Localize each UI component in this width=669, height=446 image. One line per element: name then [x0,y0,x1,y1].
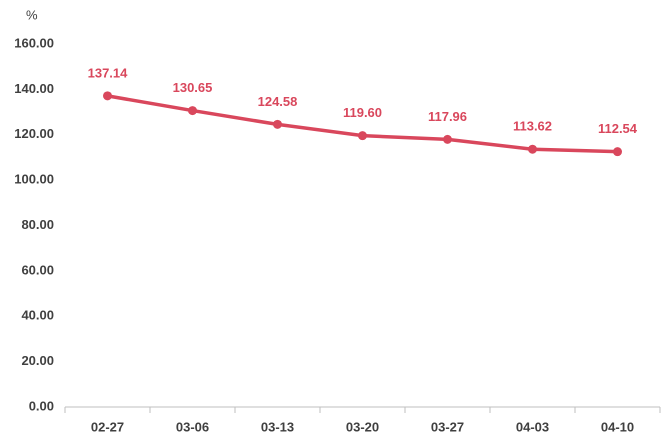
y-tick-label: 160.00 [14,35,54,50]
x-tick-label: 04-03 [516,419,549,434]
data-label: 130.65 [173,80,213,95]
point [103,91,112,101]
y-tick-label: 80.00 [21,217,54,232]
point [188,106,197,116]
y-tick-label: 140.00 [14,81,54,96]
x-tick-label: 03-06 [176,419,209,434]
point [528,144,537,154]
data-label: 137.14 [88,65,129,80]
point [273,119,282,129]
y-tick-label: 120.00 [14,126,54,141]
y-tick-label: 40.00 [21,308,54,323]
x-tick-label: 03-27 [431,419,464,434]
y-tick-label: 60.00 [21,262,54,277]
data-label: 113.62 [513,119,552,134]
x-tick-label: 02-27 [91,419,124,434]
x-tick-label: 04-10 [601,419,634,434]
data-label: 112.54 [598,121,638,136]
y-axis-label: % [26,7,38,22]
point [613,147,622,157]
x-tick-label: 03-20 [346,419,379,434]
point [443,134,452,144]
point [358,131,367,141]
y-tick-label: 20.00 [21,353,54,368]
data-label: 117.96 [428,109,467,124]
data-label: 124.58 [258,94,298,109]
y-tick-label: 0.00 [29,398,54,413]
x-tick-label: 03-13 [261,419,294,434]
y-tick-label: 100.00 [14,172,54,187]
data-label: 119.60 [343,105,382,120]
